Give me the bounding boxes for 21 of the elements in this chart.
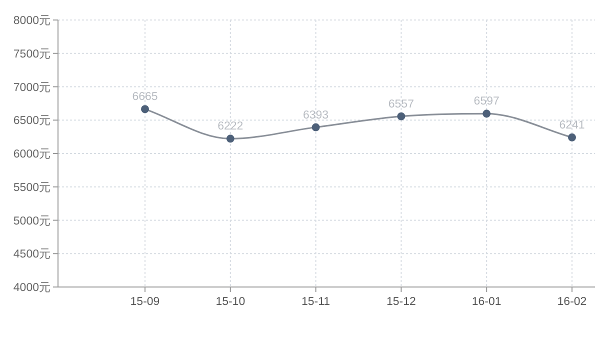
- data-label: 6557: [388, 98, 414, 110]
- y-tick-label: 4500元: [13, 248, 51, 261]
- x-tick-label: 15-09: [130, 296, 160, 308]
- y-tick-label: 5000元: [13, 214, 51, 228]
- x-tick-label: 16-02: [557, 296, 587, 308]
- x-tick-label: 16-01: [472, 296, 502, 308]
- x-tick-label: 15-12: [386, 296, 416, 308]
- y-tick-label: 7000元: [13, 80, 51, 94]
- y-tick-label: 5500元: [13, 180, 51, 194]
- data-label: 6241: [559, 119, 585, 132]
- data-label: 6393: [303, 109, 329, 122]
- y-tick-label: 4000元: [13, 281, 51, 294]
- x-tick-label: 15-11: [302, 296, 330, 308]
- data-label: 6665: [132, 91, 158, 104]
- data-label: 6222: [218, 120, 244, 133]
- y-tick-label: 6500元: [13, 114, 51, 128]
- y-tick-label: 7500元: [13, 47, 51, 60]
- y-tick-label: 8000元: [13, 14, 51, 27]
- x-tick-label: 15-10: [216, 296, 246, 308]
- data-label: 6597: [474, 96, 500, 108]
- y-tick-label: 6000元: [13, 148, 51, 160]
